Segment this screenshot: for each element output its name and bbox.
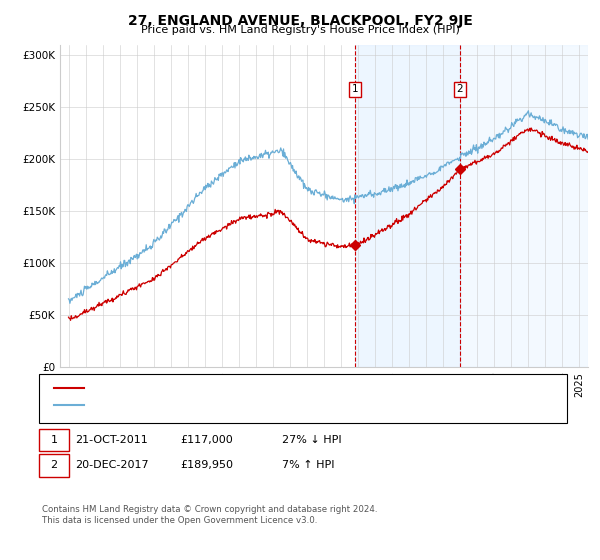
Text: 27% ↓ HPI: 27% ↓ HPI [282,435,341,445]
Text: 27, ENGLAND AVENUE, BLACKPOOL, FY2 9JE: 27, ENGLAND AVENUE, BLACKPOOL, FY2 9JE [128,14,472,28]
Text: £117,000: £117,000 [180,435,233,445]
Bar [355,45,460,367]
Text: 21-OCT-2011: 21-OCT-2011 [75,435,148,445]
Text: Price paid vs. HM Land Registry's House Price Index (HPI): Price paid vs. HM Land Registry's House … [140,25,460,35]
Text: 7% ↑ HPI: 7% ↑ HPI [282,460,335,470]
Text: Contains HM Land Registry data © Crown copyright and database right 2024.
This d: Contains HM Land Registry data © Crown c… [42,505,377,525]
Text: 1: 1 [352,85,358,95]
Text: 1: 1 [50,435,58,445]
Text: 2: 2 [50,460,58,470]
Text: 20-DEC-2017: 20-DEC-2017 [75,460,149,470]
Text: HPI: Average price, detached house, Blackpool: HPI: Average price, detached house, Blac… [91,400,335,410]
Text: £189,950: £189,950 [180,460,233,470]
Bar [460,45,588,367]
Text: 2: 2 [457,85,463,95]
Text: 27, ENGLAND AVENUE, BLACKPOOL, FY2 9JE (detached house): 27, ENGLAND AVENUE, BLACKPOOL, FY2 9JE (… [91,382,416,393]
